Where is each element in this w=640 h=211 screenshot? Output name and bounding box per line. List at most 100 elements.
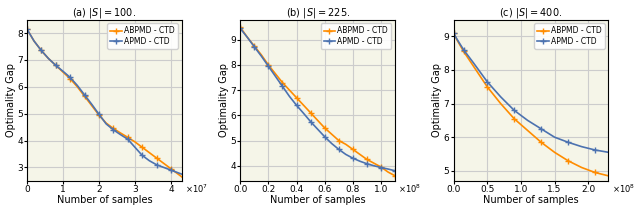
ABPMD - CTD [578,166,586,169]
APMD - CTD [450,32,458,34]
ABPMD - CTD [564,160,572,162]
APMD - CTD [278,85,286,88]
Text: $\times10^7$: $\times10^7$ [185,183,208,195]
Text: $\times10^8$: $\times10^8$ [398,183,421,195]
APMD - CTD [377,166,385,169]
APMD - CTD [95,113,103,115]
ABPMD - CTD [278,81,286,84]
APMD - CTD [37,49,45,52]
Line: ABPMD - CTD: ABPMD - CTD [237,24,398,179]
APMD - CTD [74,84,81,87]
ABPMD - CTD [328,133,335,135]
APMD - CTD [605,151,612,154]
ABPMD - CTD [67,77,74,80]
ABPMD - CTD [450,32,458,34]
APMD - CTD [328,142,335,145]
ABPMD - CTD [124,136,132,139]
APMD - CTD [250,46,258,48]
APMD - CTD [52,64,60,66]
APMD - CTD [102,123,110,125]
APMD - CTD [109,128,117,131]
ABPMD - CTD [363,158,371,161]
APMD - CTD [292,104,300,107]
Y-axis label: Optimality Gap: Optimality Gap [432,63,442,137]
ABPMD - CTD [271,73,279,75]
ABPMD - CTD [453,38,461,41]
ABPMD - CTD [30,40,38,42]
ABPMD - CTD [102,122,110,124]
APMD - CTD [300,112,307,115]
APMD - CTD [271,75,279,77]
ABPMD - CTD [377,166,385,168]
APMD - CTD [363,162,371,165]
APMD - CTD [285,95,293,98]
ABPMD - CTD [591,171,599,174]
APMD - CTD [138,154,146,157]
APMD - CTD [45,57,52,60]
ABPMD - CTD [88,104,95,107]
ABPMD - CTD [551,151,559,154]
APMD - CTD [510,109,518,112]
APMD - CTD [537,127,545,130]
ABPMD - CTD [384,171,392,173]
APMD - CTD [370,165,378,167]
Y-axis label: Optimality Gap: Optimality Gap [219,63,229,137]
APMD - CTD [391,170,399,172]
Title: (c) $|S| = 400$.: (c) $|S| = 400$. [499,5,563,20]
APMD - CTD [178,173,186,175]
ABPMD - CTD [460,50,467,53]
APMD - CTD [453,38,461,40]
ABPMD - CTD [236,26,244,28]
APMD - CTD [349,157,356,160]
ABPMD - CTD [23,28,31,30]
ABPMD - CTD [116,132,124,134]
ABPMD - CTD [524,129,531,132]
Text: $\times10^8$: $\times10^8$ [612,183,635,195]
APMD - CTD [564,141,572,143]
APMD - CTD [30,40,38,42]
ABPMD - CTD [370,162,378,165]
APMD - CTD [264,65,272,68]
APMD - CTD [160,166,168,169]
APMD - CTD [257,55,265,57]
APMD - CTD [578,145,586,148]
ABPMD - CTD [349,148,356,151]
ABPMD - CTD [59,71,67,73]
ABPMD - CTD [45,57,52,60]
Legend: ABPMD - CTD, APMD - CTD: ABPMD - CTD, APMD - CTD [321,23,391,49]
APMD - CTD [59,70,67,72]
ABPMD - CTD [335,139,342,142]
Legend: ABPMD - CTD, APMD - CTD: ABPMD - CTD, APMD - CTD [534,23,605,49]
ABPMD - CTD [342,143,349,146]
APMD - CTD [81,93,88,96]
APMD - CTD [314,128,321,130]
APMD - CTD [67,76,74,79]
ABPMD - CTD [160,162,168,165]
ABPMD - CTD [178,176,186,178]
APMD - CTD [591,149,599,151]
ABPMD - CTD [307,112,314,114]
ABPMD - CTD [483,85,491,88]
ABPMD - CTD [314,119,321,122]
ABPMD - CTD [37,49,45,52]
ABPMD - CTD [250,45,258,47]
APMD - CTD [307,120,314,123]
Line: APMD - CTD: APMD - CTD [237,26,398,174]
ABPMD - CTD [497,102,504,105]
APMD - CTD [497,96,504,98]
APMD - CTD [483,80,491,83]
Title: (a) $|S| = 100$.: (a) $|S| = 100$. [72,5,136,20]
Line: ABPMD - CTD: ABPMD - CTD [24,26,184,180]
APMD - CTD [153,164,161,166]
ABPMD - CTD [356,153,364,156]
APMD - CTD [356,160,364,162]
X-axis label: Number of samples: Number of samples [56,195,152,206]
ABPMD - CTD [470,65,477,68]
ABPMD - CTD [145,151,153,154]
ABPMD - CTD [285,89,293,91]
Title: (b) $|S| = 225$.: (b) $|S| = 225$. [285,5,350,20]
X-axis label: Number of samples: Number of samples [270,195,365,206]
Y-axis label: Optimality Gap: Optimality Gap [6,63,15,137]
ABPMD - CTD [52,64,60,66]
Line: APMD - CTD: APMD - CTD [24,26,184,177]
